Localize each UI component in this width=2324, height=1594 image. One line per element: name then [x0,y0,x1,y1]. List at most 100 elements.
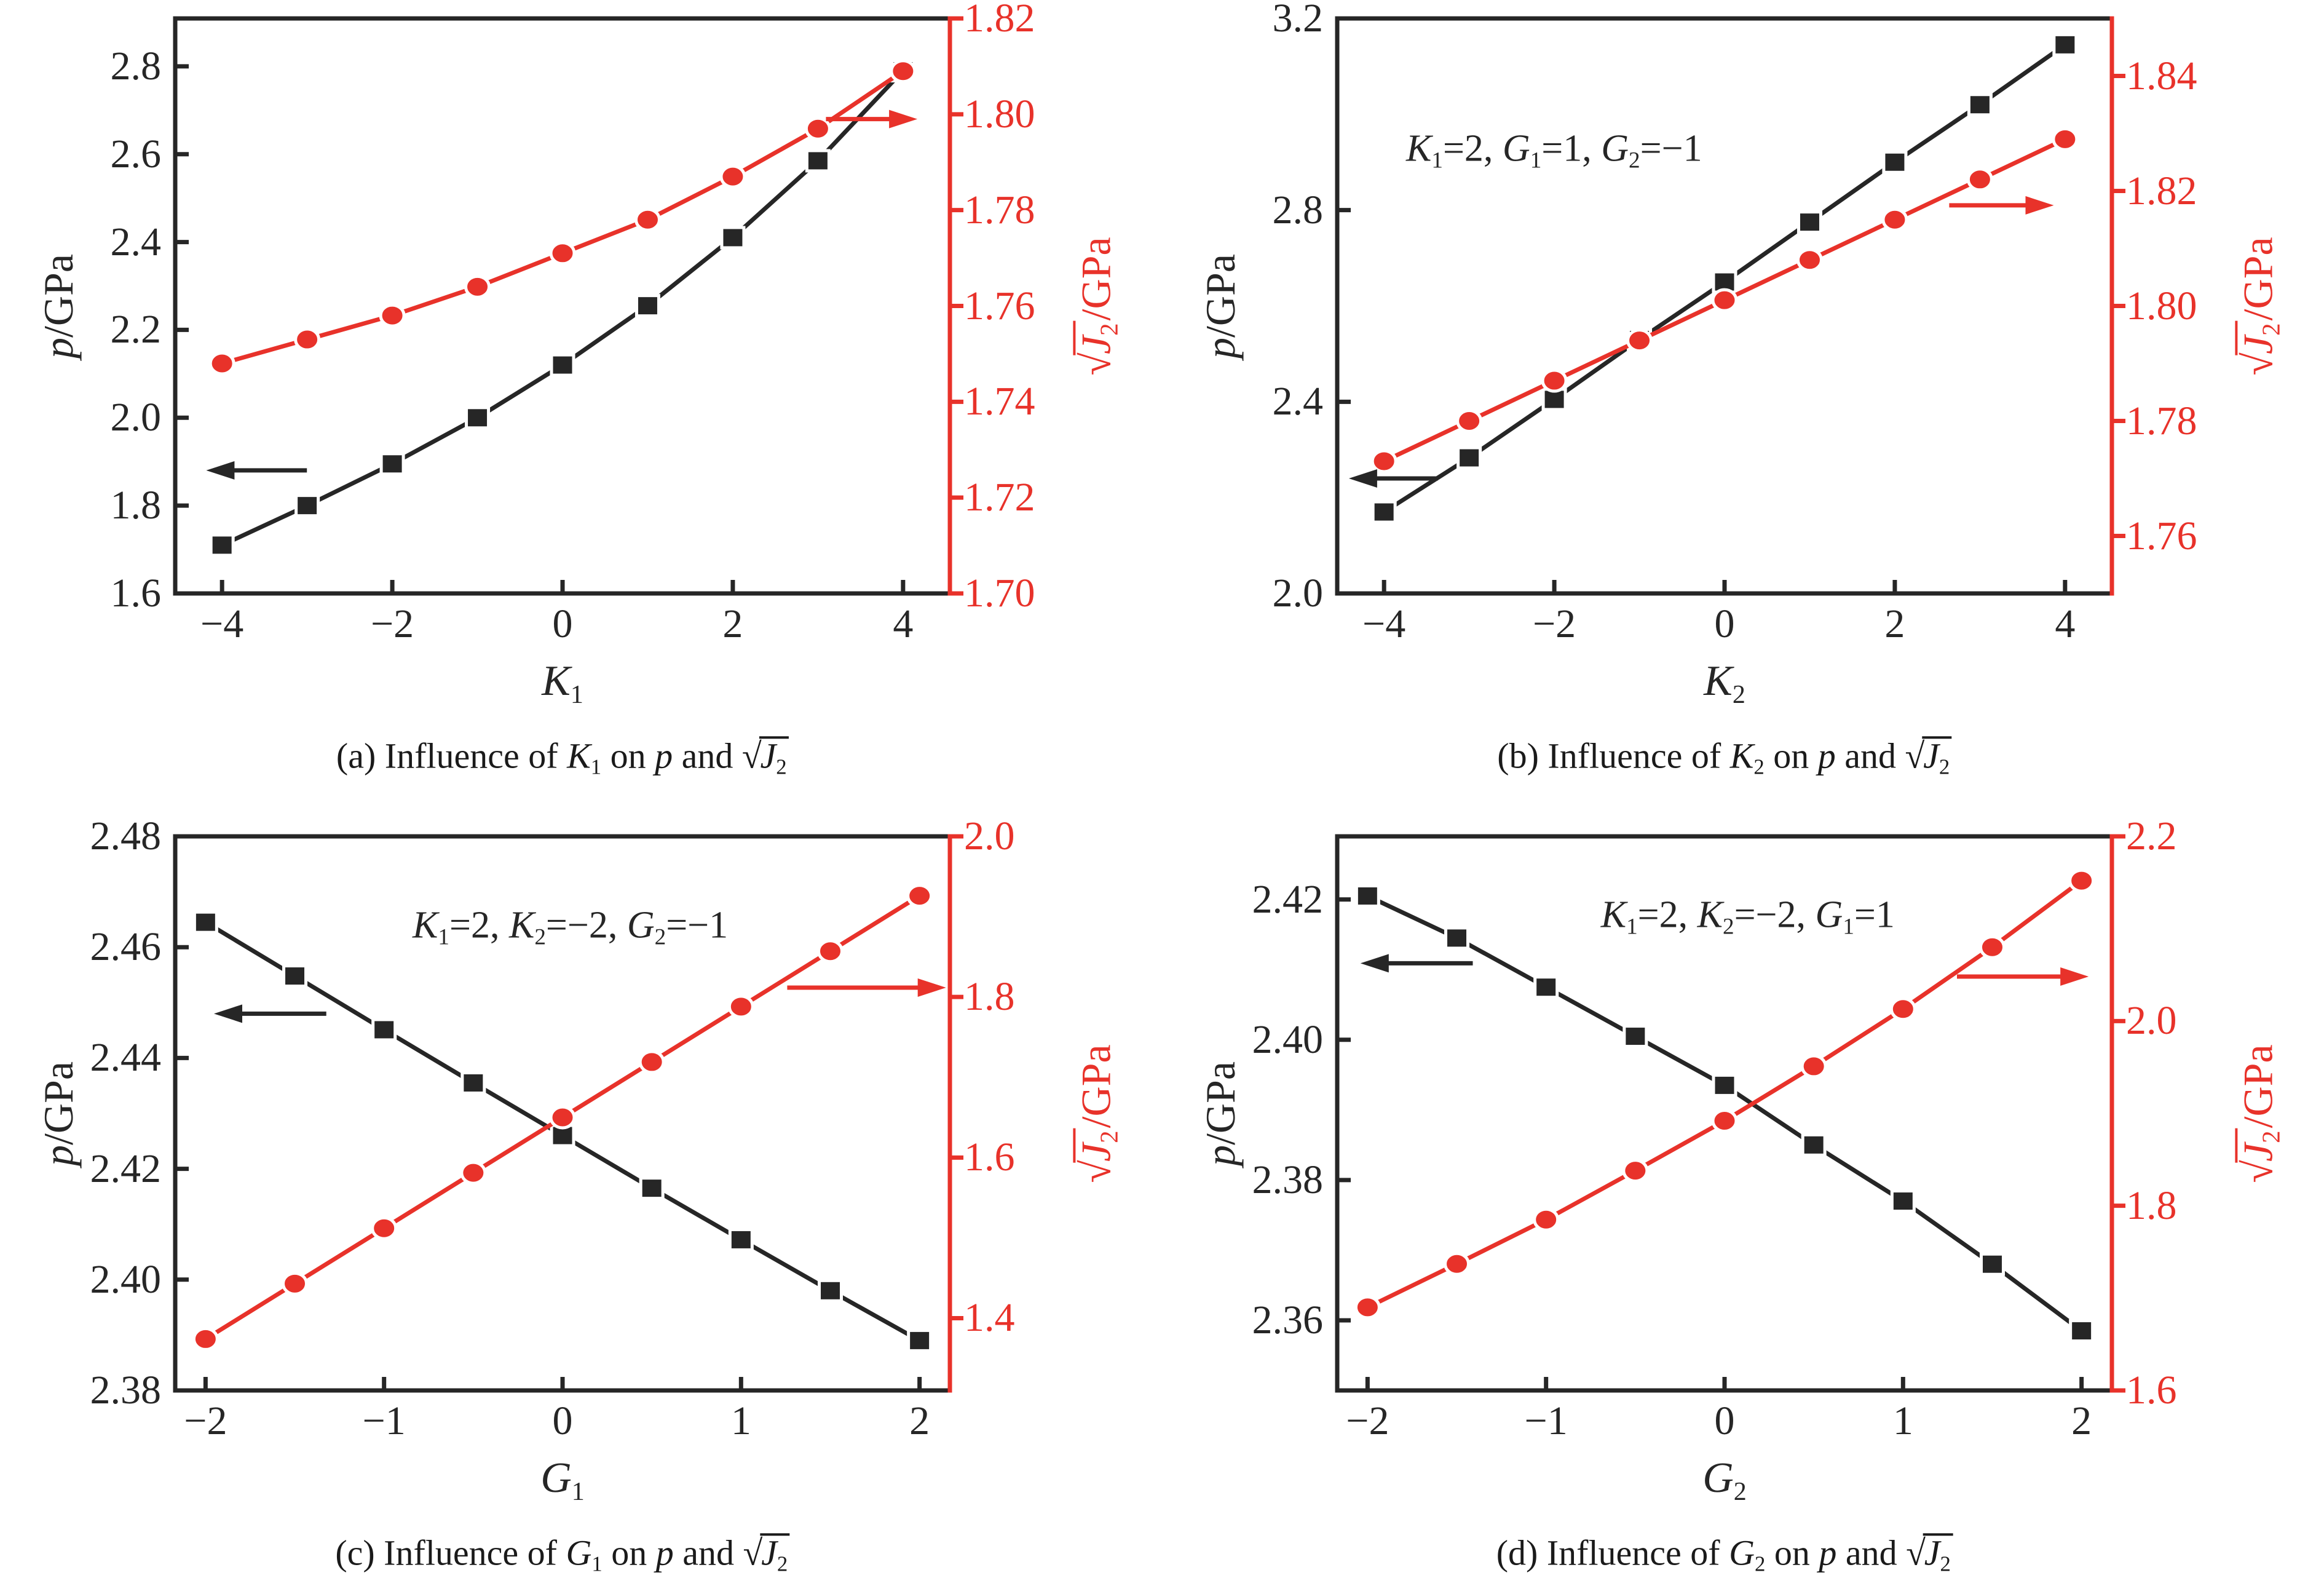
left-tick-label: 2.38 [90,1368,162,1413]
marker-circle [719,164,746,189]
marker-circle [727,994,754,1019]
x-tick-label: 0 [552,1398,573,1443]
right-tick-label: 1.76 [964,283,1035,328]
marker-circle [1889,997,1916,1021]
left-tick-label: 2.6 [110,131,162,176]
left-tick-label: 3.2 [1272,0,1324,41]
marker-circle [890,59,917,84]
x-tick-label: 1 [1892,1398,1913,1443]
marker-square [1796,210,1822,234]
right-tick-label: 1.4 [964,1295,1015,1341]
sqrt-expression: √J2 [1906,1533,1953,1575]
right-axis-title: √J2/GPa [2234,1044,2285,1183]
x-tick-label: 2 [1884,601,1905,646]
marker-square [1882,150,1908,174]
left-tick-label: 2.0 [110,395,162,440]
plot-area-a [173,16,963,596]
marker-square [2052,33,2078,57]
marker-circle [1456,409,1483,433]
left-axis-title: p/GPa [35,253,82,359]
left-axis-title: p/GPa [1197,253,1244,359]
left-axis-title: p/GPa [35,1061,82,1166]
marker-square [634,294,660,318]
right-tick-label: 1.76 [2126,513,2197,558]
right-tick-label: 1.72 [964,475,1035,520]
marker-circle [464,274,491,299]
subplot-caption: (c) Influence of G1 on p and √J2 [335,1533,790,1576]
x-tick-label: 1 [730,1398,751,1443]
marker-circle [294,327,321,352]
marker-circle [1796,248,1823,272]
right-tick-label: 1.80 [964,91,1035,137]
x-tick-label: −4 [200,601,244,646]
parameter-annotation: K1=2, G1=1, G2=−1 [1406,127,1702,173]
x-axis-title: K1 [542,657,583,709]
marker-square [379,452,405,476]
marker-circle [906,884,933,908]
right-tick-label: 1.82 [2126,168,2197,213]
sqrt-expression: √J2 [1072,320,1123,375]
marker-circle [804,116,831,141]
marker-circle [2052,127,2079,151]
left-arrow-head [1360,954,1389,973]
marker-circle [1881,207,1908,232]
marker-square [1354,884,1380,908]
x-tick-label: −2 [184,1398,227,1443]
left-tick-label: 2.38 [1252,1157,1324,1202]
x-tick-label: −1 [362,1398,406,1443]
left-tick-label: 2.2 [110,307,162,352]
x-tick-label: 4 [2055,601,2076,646]
marker-square [1967,93,1993,117]
panel-d: 2.36 2.38 2.40 2.42 1.6 1.8 2.0 2.2 −2 −1 0 1 2 p/GPa… [1162,797,2324,1594]
marker-square [294,494,320,518]
marker-circle [371,1216,398,1240]
x-axis-title: G2 [1702,1454,1747,1506]
marker-square [1622,1025,1648,1049]
right-tick-label: 1.8 [2126,1183,2177,1228]
marker-circle [379,303,406,328]
right-tick-label: 1.84 [2126,53,2197,98]
right-tick-label: 1.6 [2126,1368,2177,1413]
marker-circle [1711,288,1738,312]
right-tick-label: 2.0 [964,814,1015,858]
marker-square [550,1124,575,1148]
left-tick-label: 1.8 [110,483,162,528]
marker-square [371,1018,397,1042]
marker-square [1801,1133,1827,1157]
marker-circle [1966,167,1993,192]
right-tick-label: 1.74 [964,379,1035,424]
x-tick-label: −4 [1362,601,1406,646]
sqrt-expression: √J2 [1072,1127,1123,1183]
marker-circle [1354,1295,1381,1320]
series-line-sqrtJ2 [221,69,904,366]
sqrt-expression: √J2 [2234,320,2285,375]
left-tick-label: 2.36 [1252,1297,1324,1342]
marker-circle [282,1271,309,1296]
x-tick-label: 0 [1714,1398,1735,1443]
marker-square [550,353,575,377]
series-line-p [221,69,905,547]
left-tick-label: 2.40 [90,1256,162,1302]
marker-square [465,406,491,430]
marker-square [1533,975,1559,999]
marker-circle [1800,1054,1827,1079]
marker-square [805,149,831,173]
marker-circle [549,1105,576,1130]
left-tick-label: 2.44 [90,1035,162,1081]
marker-square [720,226,746,250]
left-tick-label: 2.42 [90,1146,162,1191]
right-arrow-head [2060,967,2089,986]
plot-area-b [1335,16,2125,596]
marker-circle [192,1326,219,1351]
x-tick-label: −2 [370,601,414,646]
right-tick-label: 1.82 [964,0,1035,41]
x-axis-title: K2 [1704,657,1745,709]
marker-circle [1533,1207,1560,1232]
marker-circle [1622,1159,1649,1183]
left-tick-label: 2.46 [90,924,162,970]
marker-square [2069,1319,2095,1343]
marker-circle [1626,328,1653,353]
marker-square [1444,926,1470,950]
right-tick-label: 1.78 [964,187,1035,232]
right-tick-label: 1.6 [964,1135,1015,1180]
